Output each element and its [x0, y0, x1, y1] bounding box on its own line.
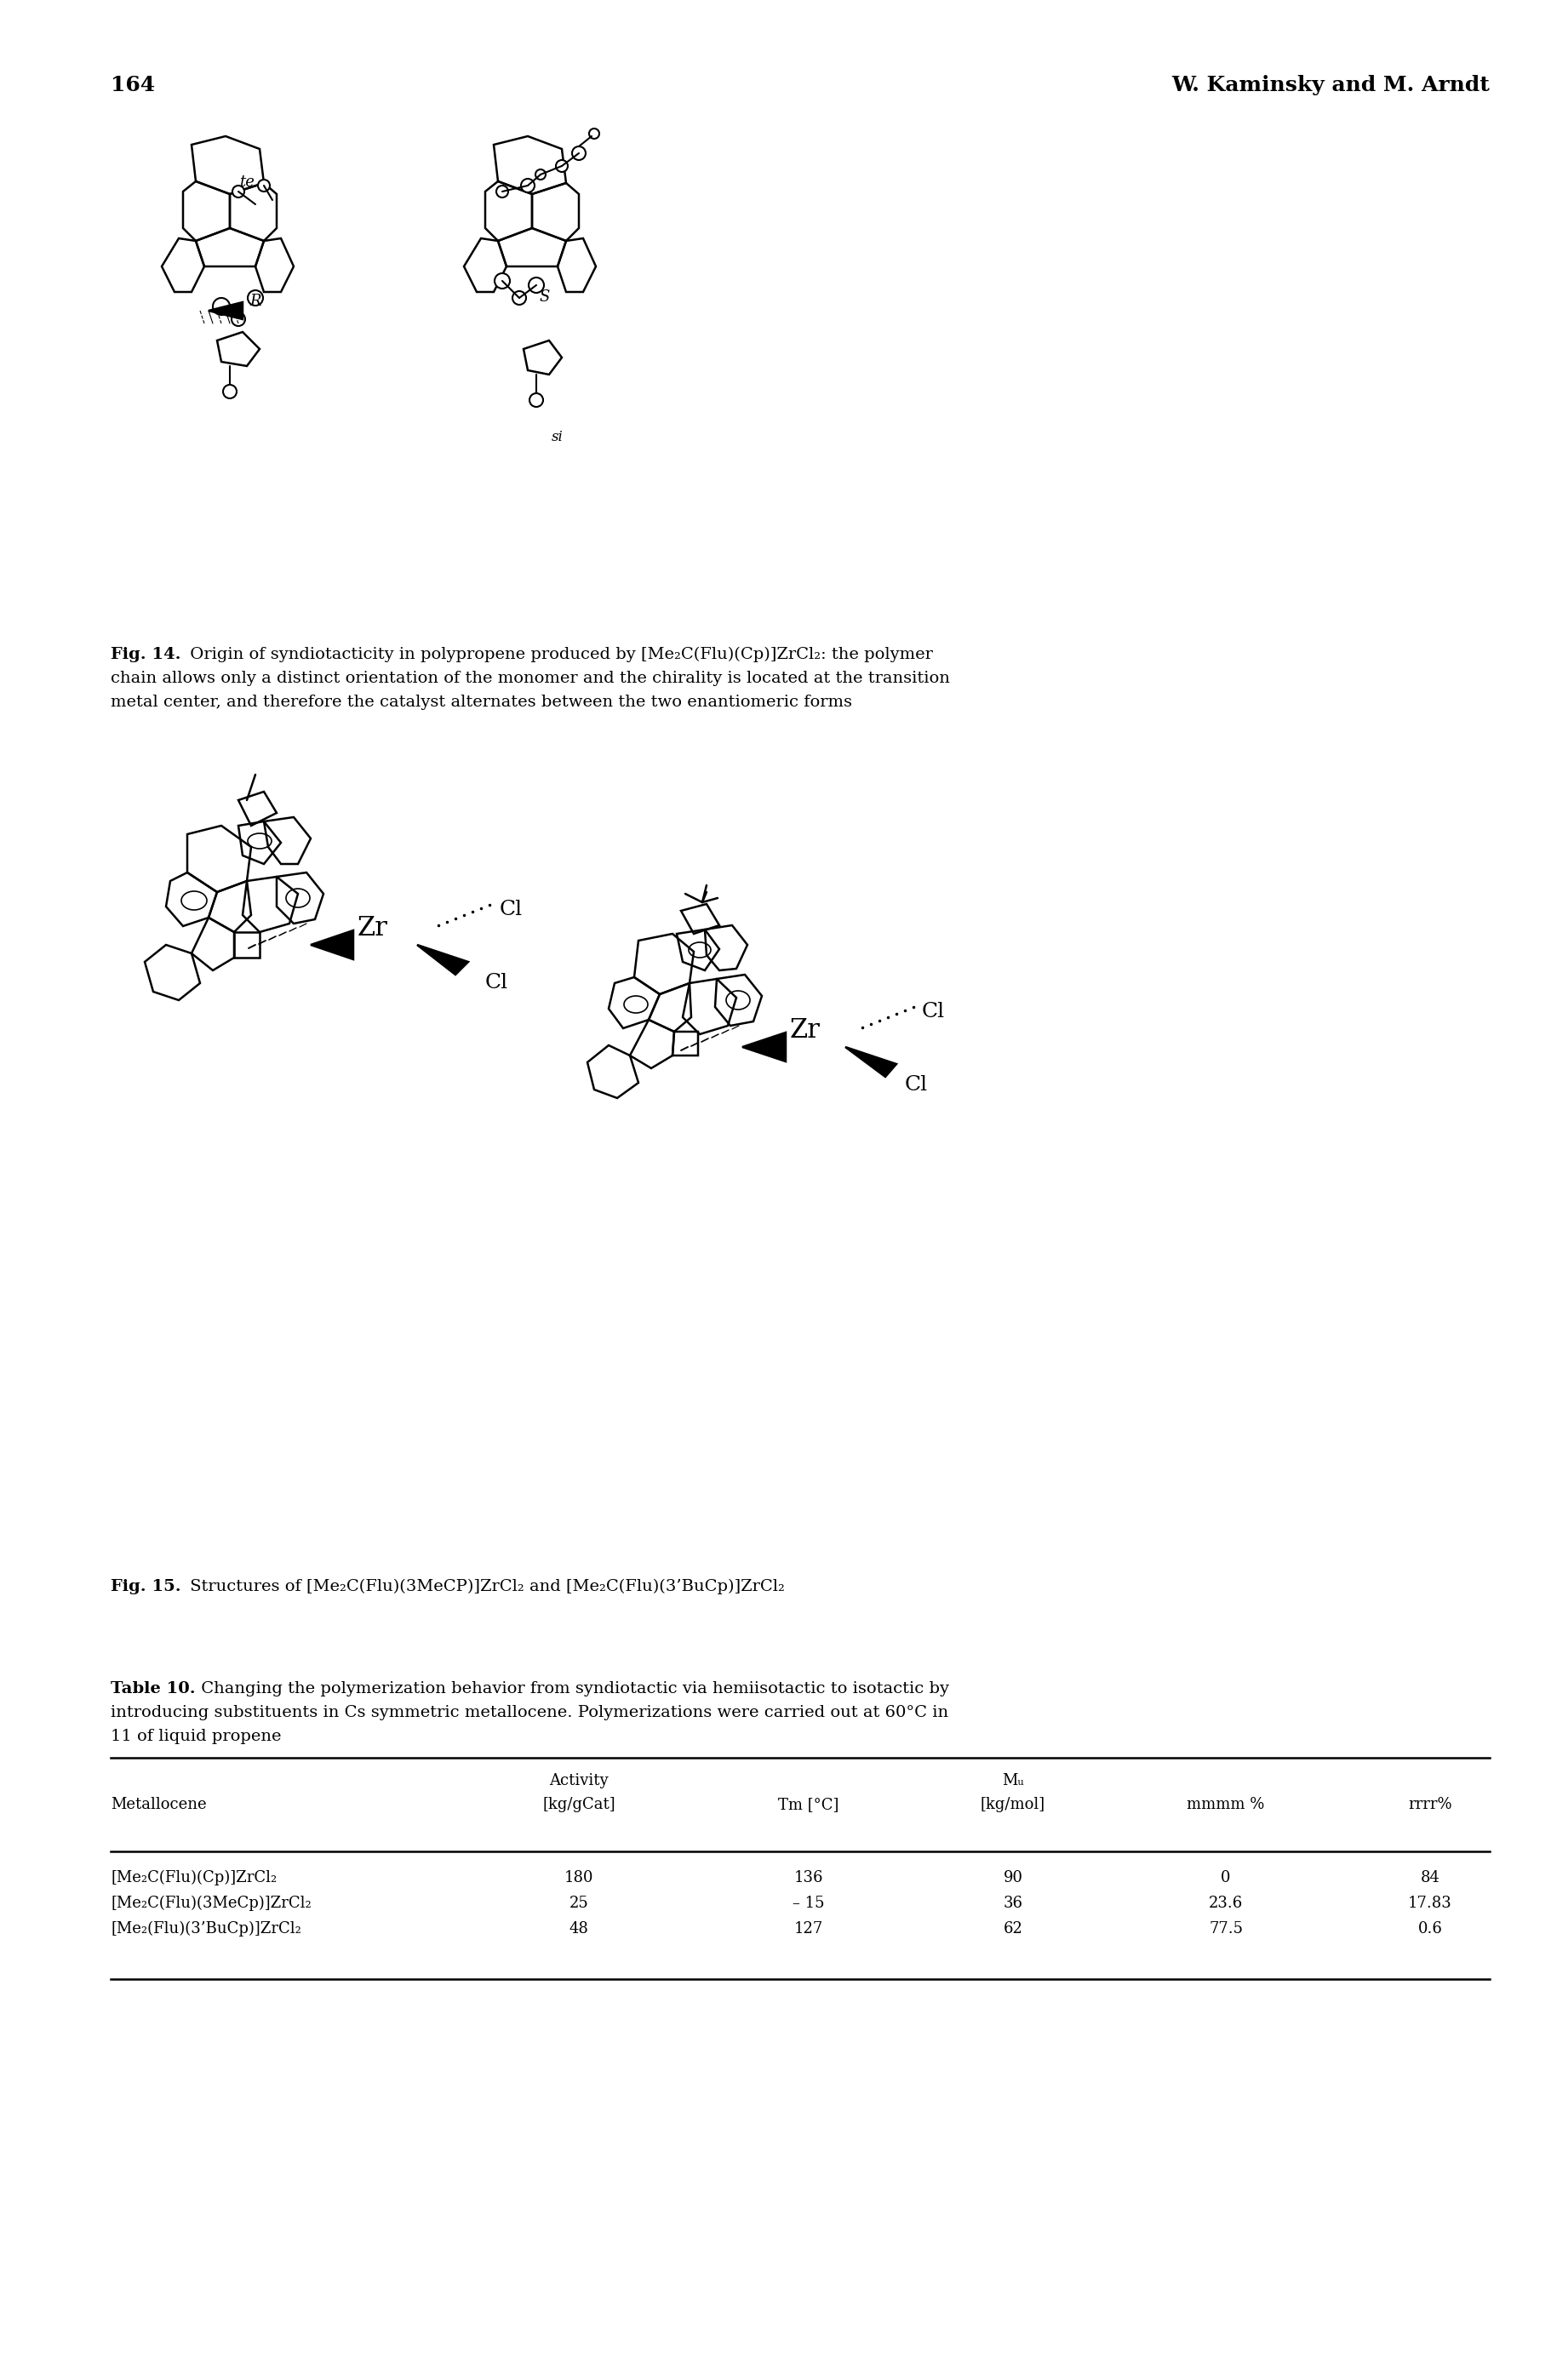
Text: Cl: Cl: [485, 973, 509, 992]
Text: [Me₂C(Flu)(3MeCp)]ZrCl₂: [Me₂C(Flu)(3MeCp)]ZrCl₂: [110, 1894, 312, 1911]
Text: 136: 136: [794, 1871, 824, 1885]
Text: W. Kaminsky and M. Arndt: W. Kaminsky and M. Arndt: [1171, 74, 1489, 95]
Ellipse shape: [572, 148, 586, 159]
Text: Cl: Cl: [904, 1076, 927, 1095]
Polygon shape: [743, 1033, 786, 1061]
Text: metal center, and therefore the catalyst alternates between the two enantiomeric: metal center, and therefore the catalyst…: [110, 695, 851, 709]
Ellipse shape: [589, 129, 599, 138]
Text: 77.5: 77.5: [1208, 1921, 1242, 1937]
Text: Fig. 14.: Fig. 14.: [110, 647, 181, 662]
Text: 36: 36: [1003, 1894, 1022, 1911]
Text: 48: 48: [569, 1921, 588, 1937]
Text: Cl: Cl: [499, 900, 523, 919]
Ellipse shape: [212, 298, 230, 314]
Text: Structures of [Me₂C(Flu)(3MeCP)]ZrCl₂ and [Me₂C(Flu)(3’BuCp)]ZrCl₂: Structures of [Me₂C(Flu)(3MeCP)]ZrCl₂ an…: [185, 1578, 785, 1595]
Ellipse shape: [529, 278, 544, 293]
Text: [Me₂(Flu)(3’BuCp)]ZrCl₂: [Me₂(Flu)(3’BuCp)]ZrCl₂: [110, 1921, 301, 1937]
Text: si: si: [552, 431, 563, 445]
Text: 0: 0: [1221, 1871, 1230, 1885]
Text: Changing the polymerization behavior from syndiotactic via hemiisotactic to isot: Changing the polymerization behavior fro…: [195, 1680, 949, 1697]
Text: [Me₂C(Flu)(Cp)]ZrCl₂: [Me₂C(Flu)(Cp)]ZrCl₂: [110, 1871, 278, 1885]
Ellipse shape: [495, 274, 510, 288]
Ellipse shape: [496, 186, 509, 198]
Polygon shape: [417, 945, 468, 976]
Ellipse shape: [223, 386, 237, 397]
Text: 127: 127: [794, 1921, 824, 1937]
Text: – 15: – 15: [793, 1894, 825, 1911]
Ellipse shape: [257, 178, 270, 190]
Text: chain allows only a distinct orientation of the monomer and the chirality is loc: chain allows only a distinct orientation…: [110, 671, 949, 685]
Text: 17.83: 17.83: [1408, 1894, 1452, 1911]
Text: 62: 62: [1003, 1921, 1022, 1937]
Text: Table 10.: Table 10.: [110, 1680, 195, 1697]
Text: rrrr%: rrrr%: [1408, 1797, 1452, 1811]
Ellipse shape: [233, 186, 245, 198]
Ellipse shape: [529, 393, 543, 407]
Text: Zr: Zr: [789, 1016, 820, 1042]
Ellipse shape: [521, 178, 535, 193]
Ellipse shape: [231, 312, 245, 326]
Text: [kg/mol]: [kg/mol]: [980, 1797, 1045, 1811]
Polygon shape: [845, 1047, 896, 1076]
Text: 0.6: 0.6: [1418, 1921, 1442, 1937]
Text: Metallocene: Metallocene: [110, 1797, 206, 1811]
Text: [kg/gCat]: [kg/gCat]: [543, 1797, 616, 1811]
Text: Tm [°C]: Tm [°C]: [779, 1797, 839, 1811]
Text: Cl: Cl: [921, 1002, 945, 1021]
Text: mmmm %: mmmm %: [1187, 1797, 1264, 1811]
Polygon shape: [208, 302, 242, 319]
Text: Mᵤ: Mᵤ: [1002, 1773, 1024, 1787]
Text: 180: 180: [565, 1871, 594, 1885]
Text: 164: 164: [110, 74, 155, 95]
Text: Origin of syndiotacticity in polypropene produced by [Me₂C(Flu)(Cp)]ZrCl₂: the p: Origin of syndiotacticity in polypropene…: [185, 647, 932, 662]
Ellipse shape: [555, 159, 568, 171]
Text: Fig. 15.: Fig. 15.: [110, 1578, 181, 1595]
Text: 90: 90: [1003, 1871, 1022, 1885]
Text: 25: 25: [569, 1894, 588, 1911]
Ellipse shape: [535, 169, 546, 178]
Text: 84: 84: [1421, 1871, 1439, 1885]
Ellipse shape: [248, 290, 264, 305]
Text: te: te: [239, 174, 254, 190]
Polygon shape: [310, 931, 354, 959]
Text: 11 of liquid propene: 11 of liquid propene: [110, 1728, 281, 1745]
Text: S: S: [540, 290, 551, 305]
Text: 23.6: 23.6: [1208, 1894, 1242, 1911]
Ellipse shape: [512, 290, 526, 305]
Text: Activity: Activity: [549, 1773, 608, 1787]
Text: Zr: Zr: [358, 914, 388, 942]
Text: introducing substituents in Cs symmetric metallocene. Polymerizations were carri: introducing substituents in Cs symmetric…: [110, 1704, 948, 1721]
Text: R: R: [250, 293, 261, 309]
